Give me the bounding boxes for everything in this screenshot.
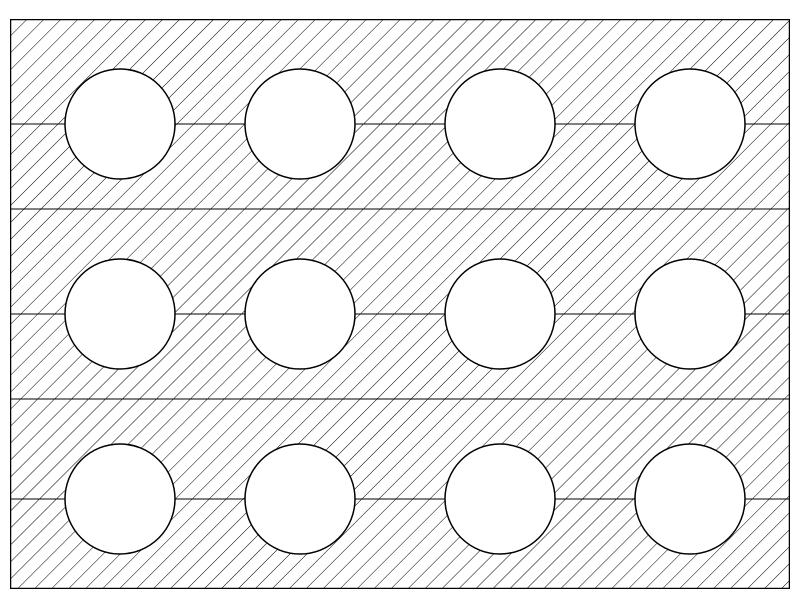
fiber-circle [245,259,355,369]
fiber-circle [65,259,175,369]
fiber-circle [445,444,555,554]
fiber-circle [245,69,355,179]
fiber-circle [245,444,355,554]
fiber-circle [635,69,745,179]
cross-section-diagram [10,19,790,589]
fiber-circle [65,69,175,179]
fiber-circle [445,259,555,369]
fiber-circle [65,444,175,554]
fiber-circle [635,444,745,554]
fiber-circle [635,259,745,369]
fiber-circle [445,69,555,179]
